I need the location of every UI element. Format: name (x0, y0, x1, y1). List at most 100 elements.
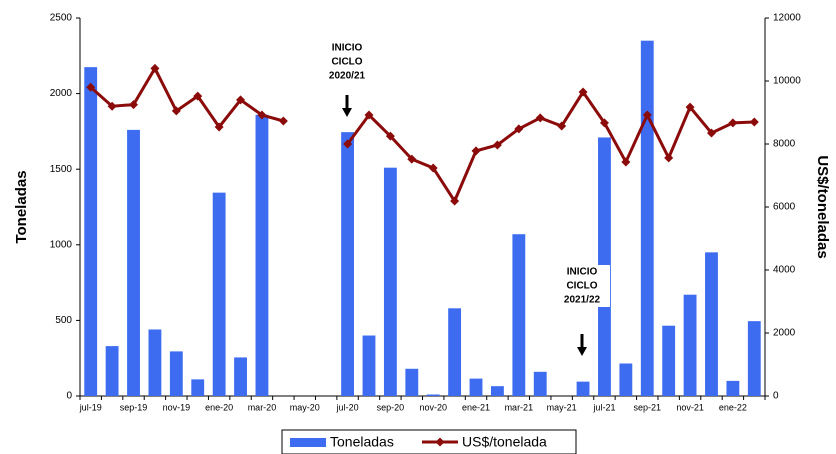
bar (234, 357, 247, 396)
line (89, 65, 755, 205)
marker (728, 118, 738, 128)
marker (150, 63, 160, 73)
bar (491, 386, 504, 396)
annotation-bg (319, 55, 375, 69)
bar (405, 368, 419, 396)
y2-tick-label: 0 (773, 391, 779, 402)
x-tick-label: mar-21 (505, 402, 534, 412)
x-tick-label: nov-21 (676, 402, 704, 412)
annotation: 2021/22 (564, 295, 601, 306)
marker (514, 124, 524, 134)
x-tick-label: nov-19 (163, 402, 191, 412)
annotation-bg (554, 293, 610, 307)
x-tick-label: nov-20 (419, 402, 447, 412)
x-tick-label: ene-21 (462, 402, 490, 412)
annotation-bg (319, 69, 375, 83)
bar (512, 234, 526, 396)
y2-tick-label: 6000 (773, 202, 796, 213)
marker (535, 113, 545, 123)
bar (84, 67, 98, 396)
annotation: INICIO (567, 267, 598, 278)
bar (127, 129, 140, 396)
marker (685, 102, 695, 112)
x-tick-label: sep-19 (120, 402, 148, 412)
marker (642, 110, 652, 120)
bar (169, 351, 183, 396)
bar (105, 346, 119, 396)
marker (236, 95, 246, 105)
bar (426, 394, 440, 396)
bar (619, 363, 633, 396)
x-tick-label: mar-20 (248, 402, 277, 412)
marker (578, 87, 588, 97)
y2-tick-label: 10000 (773, 76, 801, 87)
marker (364, 110, 374, 120)
marker (599, 118, 609, 128)
x-tick-label: may-21 (547, 402, 577, 412)
y-axis-title: Toneladas (13, 170, 30, 243)
bar (705, 252, 718, 396)
annotation-arrowhead (577, 347, 587, 356)
annotation-arrowhead (342, 108, 352, 117)
y2-tick-label: 4000 (773, 265, 796, 276)
y-tick-label: 2500 (50, 13, 73, 24)
x-tick-label: sep-21 (634, 402, 662, 412)
legend-label: US$/tonelada (462, 434, 547, 450)
legend-marker (435, 437, 445, 447)
y2-axis-title: US$/toneladas (814, 155, 831, 258)
legend-label: Toneladas (330, 434, 394, 450)
annotation-bg (319, 41, 375, 55)
bar (683, 294, 697, 396)
marker (129, 100, 139, 110)
marker (343, 139, 353, 149)
marker (257, 110, 267, 120)
y-tick-label: 0 (66, 391, 72, 402)
x-tick-label: ene-22 (719, 402, 747, 412)
bar (448, 308, 462, 396)
bar (576, 381, 590, 396)
bar (726, 380, 740, 396)
y-tick-label: 2000 (50, 88, 73, 99)
marker (193, 91, 203, 101)
x-tick-label: sep-20 (377, 402, 405, 412)
annotation: CICLO (331, 57, 362, 68)
x-tick-label: jul-20 (336, 402, 359, 412)
marker (664, 153, 674, 163)
bar (533, 371, 547, 396)
x-tick-label: may-20 (290, 402, 320, 412)
annotation: 2020/21 (329, 71, 366, 82)
annotation: CICLO (566, 281, 597, 292)
bar (662, 325, 676, 396)
y-tick-label: 1500 (50, 164, 73, 175)
marker (86, 82, 96, 92)
bar (640, 40, 654, 397)
x-tick-label: jul-21 (592, 402, 615, 412)
bar (469, 378, 483, 396)
y-tick-label: 1000 (50, 239, 73, 250)
marker (385, 131, 395, 141)
marker (492, 140, 502, 150)
marker (706, 128, 716, 138)
annotation-bg (554, 265, 610, 279)
bar (747, 321, 761, 396)
marker (214, 122, 224, 132)
marker (749, 117, 759, 127)
bar (341, 132, 354, 396)
marker (278, 116, 288, 126)
bar (212, 192, 226, 396)
bar (191, 379, 205, 396)
marker (428, 163, 438, 173)
bar (362, 335, 376, 396)
marker (171, 106, 181, 116)
y2-tick-label: 2000 (773, 328, 796, 339)
y-tick-label: 500 (55, 315, 72, 326)
annotation-bg (554, 279, 610, 293)
marker (557, 121, 567, 131)
bar (148, 329, 162, 396)
bar (255, 114, 269, 396)
marker (450, 196, 460, 206)
marker (621, 157, 631, 167)
x-tick-label: jul-19 (79, 402, 102, 412)
legend-swatch (290, 438, 326, 447)
